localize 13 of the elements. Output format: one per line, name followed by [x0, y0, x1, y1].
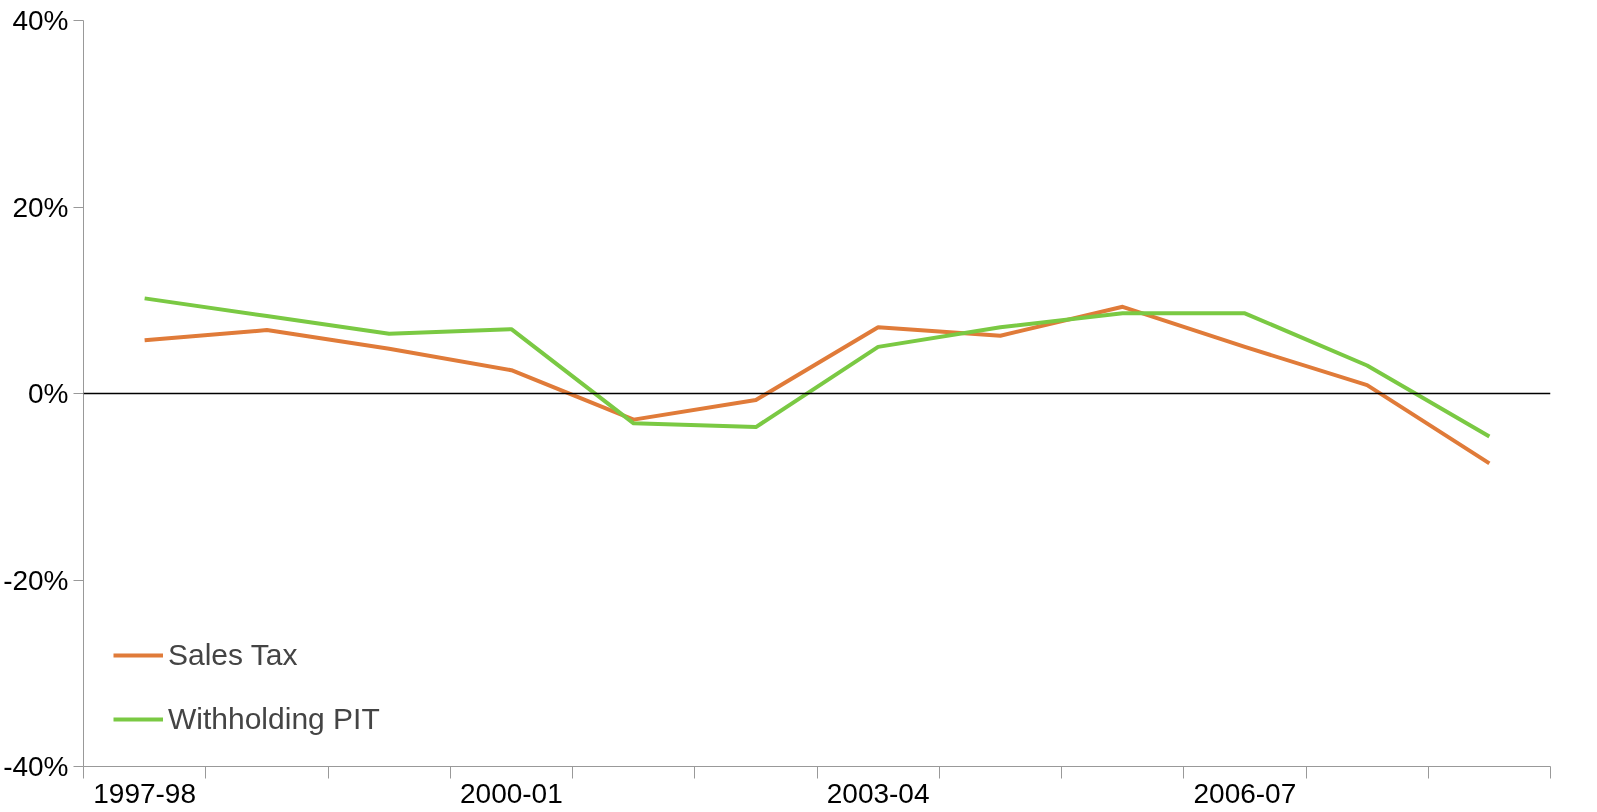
legend-label: Withholding PIT: [168, 702, 380, 736]
y-tick-label: 20%: [12, 191, 69, 223]
x-tick-label: 2006-07: [1193, 777, 1297, 809]
x-tick-label: 2003-04: [826, 777, 930, 809]
x-tick-label: 2000-01: [460, 777, 563, 809]
line-series: [142, 296, 1492, 439]
line-series: [142, 304, 1492, 466]
legend-label: Sales Tax: [168, 638, 298, 672]
y-tick-label: -20%: [3, 564, 69, 596]
x-tick-label: 1997-98: [93, 777, 197, 809]
y-tick-label: 0%: [28, 378, 69, 409]
y-tick-label: -40%: [3, 751, 69, 782]
y-tick-label: 40%: [12, 5, 69, 36]
